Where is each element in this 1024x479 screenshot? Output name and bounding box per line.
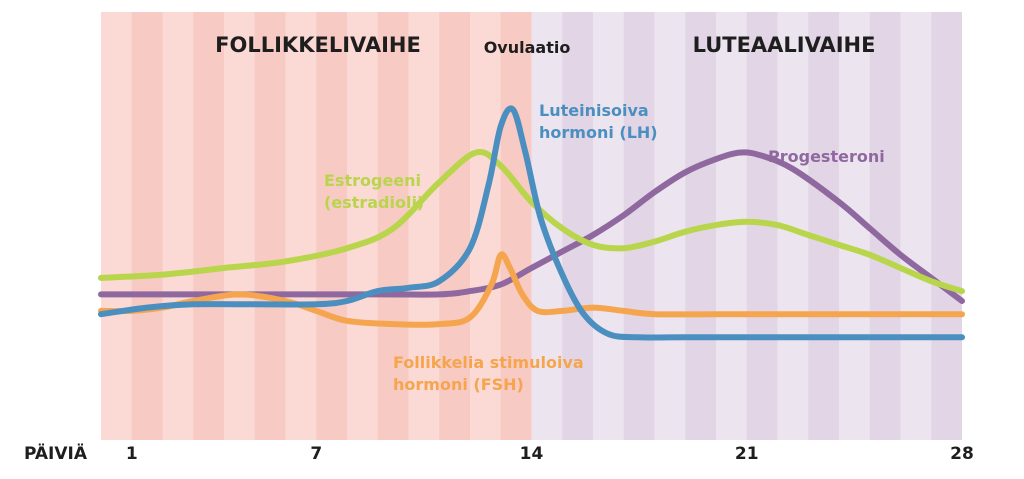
ovulation-label: Ovulaatio [484,38,571,57]
phase-stripe [500,12,532,440]
x-tick-label: 14 [520,444,544,464]
series-line-fsh [98,251,965,328]
series-label-estrogen: Estrogeeni (estradioli) [324,171,427,212]
series-label-fsh-line1: Follikkelia stimuloiva [393,353,584,372]
x-axis-label: PÄIVIÄ [24,442,88,464]
phase-stripe [254,12,286,440]
series-label-progesterone-line1: Progesteroni [768,147,885,166]
x-axis-ticks: 1 7 14 21 28 [126,444,974,464]
phase-label-luteal: LUTEAALIVAIHE [693,33,876,57]
phase-stripe [623,12,655,440]
phase-stripe [439,12,470,440]
series-label-lh-line1: Luteinisoiva [539,101,649,120]
x-tick-label: 7 [310,444,322,464]
phase-labels: FOLLIKKELIVAIHE LUTEAALIVAIHE Ovulaatio [215,33,875,57]
series-lines [98,105,965,341]
phase-stripe [869,12,901,440]
phase-label-follicular: FOLLIKKELIVAIHE [215,33,421,57]
phase-stripe [131,12,163,440]
series-line-progesterone [98,149,965,304]
series-label-lh-line2: hormoni (LH) [539,123,658,142]
x-tick-label: 21 [735,444,759,464]
series-label-estrogen-line1: Estrogeeni [324,171,421,190]
series-labels: Estrogeeni (estradioli) Luteinisoiva hor… [324,101,885,394]
series-line-estrogen [98,148,965,295]
series-label-progesterone: Progesteroni [768,147,885,166]
phase-stripe [316,12,347,440]
series-label-fsh-line2: hormoni (FSH) [393,375,524,394]
series-label-lh: Luteinisoiva hormoni (LH) [539,101,658,142]
series-line-lh [98,105,965,341]
phase-stripe [562,12,593,440]
phase-background [101,12,962,440]
x-tick-label: 28 [950,444,974,464]
series-label-fsh: Follikkelia stimuloiva hormoni (FSH) [393,353,589,394]
phase-stripe [931,12,962,440]
phase-stripe [808,12,839,440]
series-label-estrogen-line2: (estradioli) [324,193,424,212]
phase-stripe [193,12,224,440]
x-tick-label: 1 [126,444,138,464]
